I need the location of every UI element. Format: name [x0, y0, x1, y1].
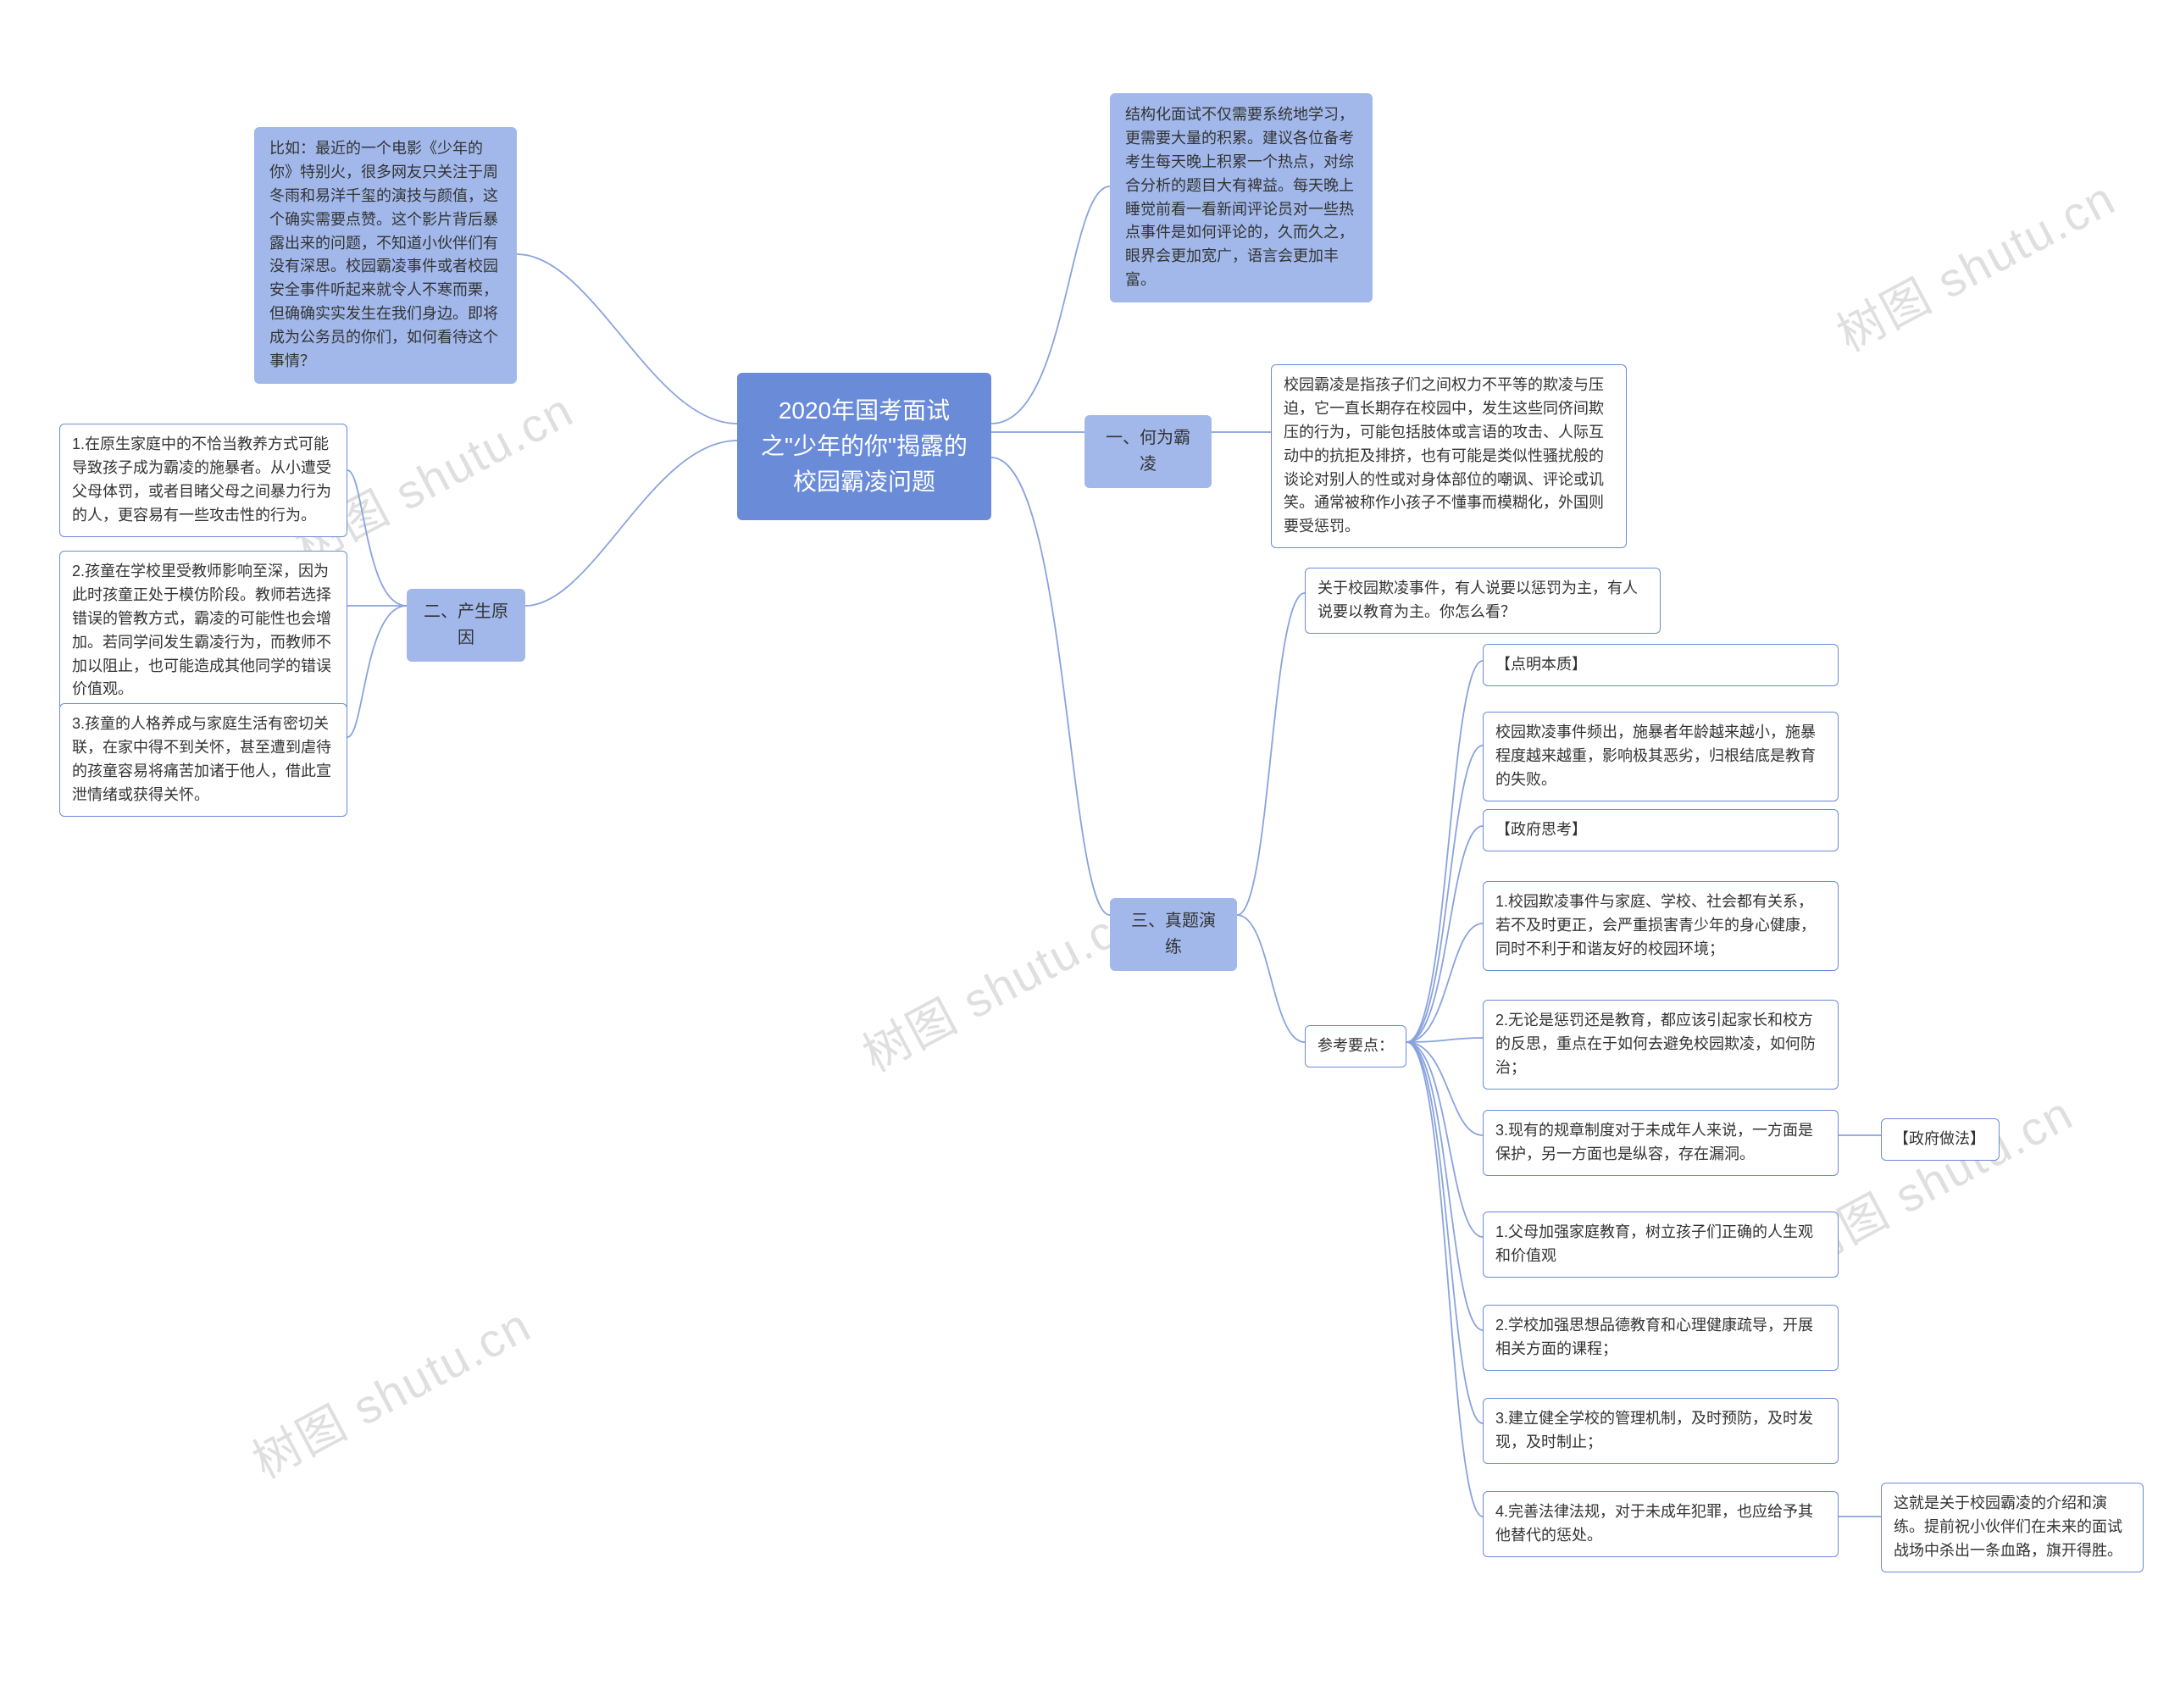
intro-right: 结构化面试不仅需要系统地学习，更需要大量的积累。建议各位备考考生每天晚上积累一个… [1110, 93, 1373, 302]
watermark: 树图 shutu.cn [849, 881, 1151, 1085]
section3-title: 三、真题演练 [1110, 898, 1237, 971]
section3-p3-item-2: 2.学校加强思想品德教育和心理健康疏导，开展相关方面的课程； [1483, 1305, 1839, 1371]
section2-item-3: 3.孩童的人格养成与家庭生活有密切关联，在家中得不到关怀，甚至遭到虐待的孩童容易… [59, 703, 347, 817]
section3-ref-title: 参考要点： [1305, 1025, 1406, 1068]
section3-p2-label: 【政府思考】 [1483, 809, 1839, 851]
section1-text: 校园霸凌是指孩子们之间权力不平等的欺凌与压迫，它一直长期存在校园中，发生这些同侪… [1271, 364, 1627, 548]
section3-p1-label: 【点明本质】 [1483, 644, 1839, 686]
intro-left: 比如：最近的一个电影《少年的你》特别火，很多网友只关注于周冬雨和易洋千玺的演技与… [254, 127, 517, 384]
section2-title: 二、产生原因 [407, 589, 525, 662]
watermark: 树图 shutu.cn [1823, 161, 2126, 365]
section3-question: 关于校园欺凌事件，有人说要以惩罚为主，有人说要以教育为主。你怎么看？ [1305, 568, 1661, 634]
section3-p1-text: 校园欺凌事件频出，施暴者年龄越来越小，施暴程度越来越重，影响极其恶劣，归根结底是… [1483, 712, 1839, 801]
section3-p3-item-4: 4.完善法律法规，对于未成年犯罪，也应给予其他替代的惩处。 [1483, 1491, 1839, 1557]
section3-p2-item-2: 2.无论是惩罚还是教育，都应该引起家长和校方的反思，重点在于如何去避免校园欺凌，… [1483, 1000, 1839, 1090]
section2-item-2: 2.孩童在学校里受教师影响至深，因为此时孩童正处于模仿阶段。教师若选择错误的管教… [59, 551, 347, 711]
watermark: 树图 shutu.cn [239, 1288, 541, 1492]
section3-p2-item-1: 1.校园欺凌事件与家庭、学校、社会都有关系，若不及时更正，会严重损害青少年的身心… [1483, 881, 1839, 971]
section3-p3-item-1: 1.父母加强家庭教育，树立孩子们正确的人生观和价值观 [1483, 1212, 1839, 1278]
section3-tail: 这就是关于校园霸凌的介绍和演练。提前祝小伙伴们在未来的面试战场中杀出一条血路，旗… [1881, 1483, 2144, 1572]
section3-p2-item-3: 3.现有的规章制度对于未成年人来说，一方面是保护，另一方面也是纵容，存在漏洞。 [1483, 1110, 1839, 1176]
section3-p3-label: 【政府做法】 [1881, 1118, 2000, 1161]
section2-item-1: 1.在原生家庭中的不恰当教养方式可能导致孩子成为霸凌的施暴者。从小遭受父母体罚，… [59, 424, 347, 537]
root-node: 2020年国考面试之"少年的你"揭露的校园霸凌问题 [737, 373, 991, 520]
section3-p3-item-3: 3.建立健全学校的管理机制，及时预防，及时发现，及时制止； [1483, 1398, 1839, 1464]
section1-title: 一、何为霸凌 [1084, 415, 1212, 488]
